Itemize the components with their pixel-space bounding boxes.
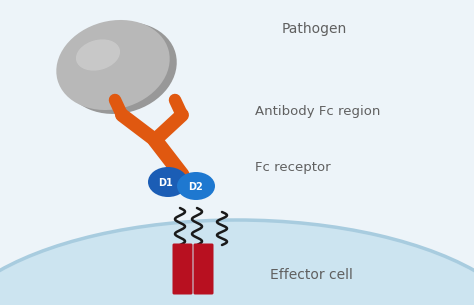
Text: D2: D2 — [189, 182, 203, 192]
Text: Pathogen: Pathogen — [282, 22, 347, 36]
Text: D1: D1 — [159, 178, 173, 188]
Ellipse shape — [148, 167, 188, 197]
Ellipse shape — [76, 39, 120, 71]
Text: Antibody Fc region: Antibody Fc region — [255, 106, 380, 119]
Ellipse shape — [63, 22, 177, 114]
Ellipse shape — [177, 172, 215, 200]
FancyBboxPatch shape — [193, 243, 213, 295]
FancyBboxPatch shape — [173, 243, 192, 295]
Ellipse shape — [56, 20, 170, 110]
Text: Effector cell: Effector cell — [270, 268, 353, 282]
Ellipse shape — [0, 220, 474, 305]
Text: Fc receptor: Fc receptor — [255, 162, 331, 174]
